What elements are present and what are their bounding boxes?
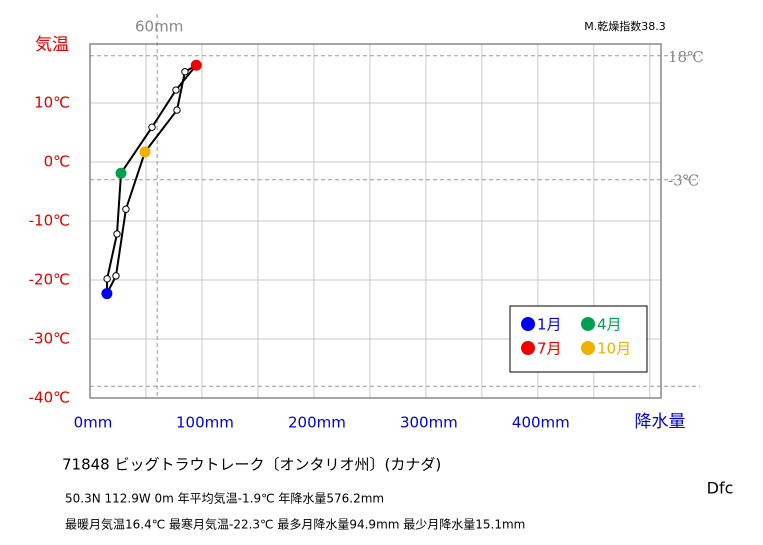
x-tick-label: 400mm — [512, 414, 570, 432]
climate-line — [106, 233, 118, 280]
climate-line — [151, 89, 177, 128]
legend-marker — [521, 317, 535, 331]
legend-marker — [521, 341, 535, 355]
station-name: 71848 ビッグトラウトレーク〔オンタリオ州〕(カナダ) — [62, 456, 441, 474]
climate-line — [144, 109, 178, 153]
month-point — [115, 167, 127, 179]
climate-line — [120, 126, 153, 174]
dryness-index: M.乾燥指数38.3 — [584, 19, 665, 33]
legend-box — [509, 305, 648, 373]
info-line: 最暖月気温16.4℃ 最寒月気温-22.3℃ 最多月降水量94.9mm 最少月降… — [65, 517, 525, 532]
x-tick-label: 100mm — [176, 414, 234, 432]
month-point — [101, 288, 113, 300]
plot-frame — [89, 43, 662, 399]
info-line: 50.3N 112.9W 0m 年平均気温-1.9℃ 年降水量576.2mm — [65, 491, 384, 506]
climate-line — [115, 173, 123, 235]
reference-label: 60mm — [135, 18, 183, 36]
month-point — [173, 106, 181, 114]
month-point — [190, 59, 202, 71]
y-tick-label: 0℃ — [44, 153, 70, 171]
reference-label: -3℃ — [668, 172, 699, 190]
climate-line — [124, 151, 146, 210]
month-point — [112, 272, 120, 280]
legend-label: 10月 — [597, 340, 631, 358]
y-tick-label: -30℃ — [29, 330, 70, 348]
legend-label: 4月 — [597, 316, 622, 334]
y-tick-label: -20℃ — [29, 271, 70, 289]
month-point — [148, 123, 156, 131]
month-point — [172, 86, 180, 94]
legend-marker — [581, 317, 595, 331]
reference-label: 18℃ — [668, 48, 704, 66]
legend-label: 7月 — [537, 340, 562, 358]
x-tick-label: 200mm — [288, 414, 346, 432]
climate-line — [114, 209, 127, 277]
month-point — [139, 146, 151, 158]
month-point — [113, 230, 121, 238]
month-point — [181, 68, 189, 76]
y-tick-label: -40℃ — [29, 389, 70, 407]
month-point — [122, 205, 130, 213]
y-tick-label: -10℃ — [29, 212, 70, 230]
x-tick-label: 300mm — [400, 414, 458, 432]
climate-class: Dfc — [707, 479, 734, 498]
climate-line — [176, 71, 186, 111]
y-axis-label: 気温 — [35, 35, 69, 55]
x-tick-label: 0mm — [74, 414, 113, 432]
x-axis-label: 降水量 — [635, 412, 686, 432]
legend-label: 1月 — [537, 316, 562, 334]
month-point — [103, 275, 111, 283]
legend-marker — [581, 341, 595, 355]
y-tick-label: 10℃ — [34, 94, 70, 112]
